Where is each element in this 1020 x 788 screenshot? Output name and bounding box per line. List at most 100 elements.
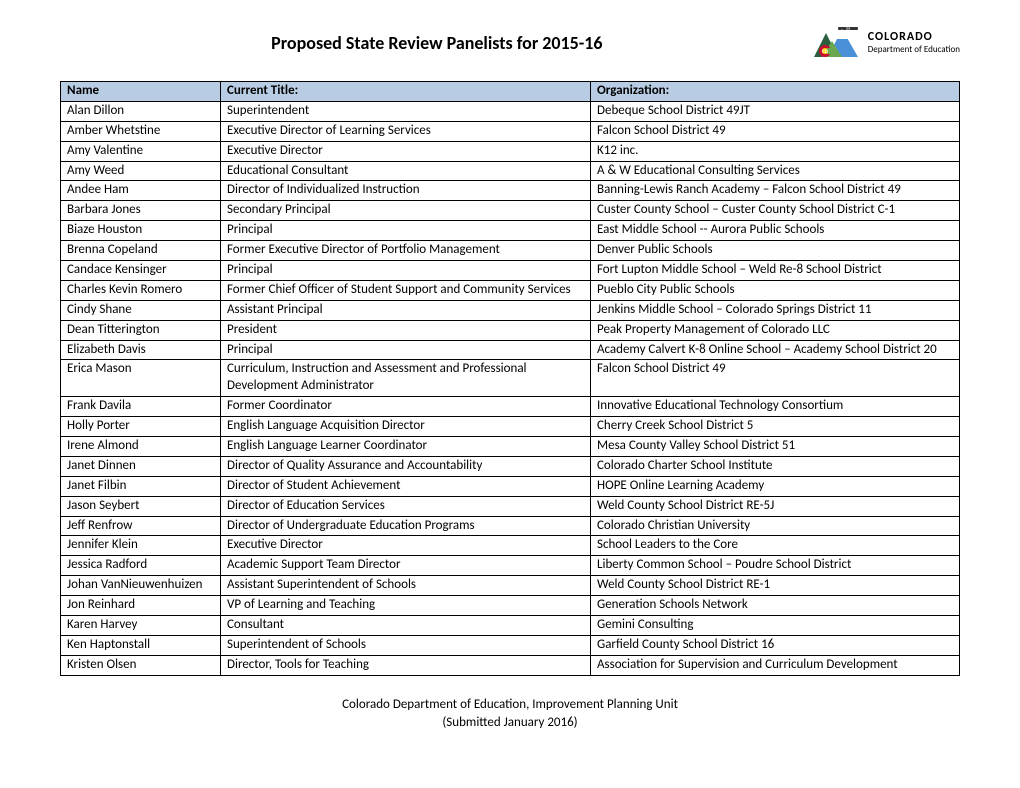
table-cell: Jeff Renfrow (61, 516, 221, 536)
table-cell: Pueblo City Public Schools (591, 280, 960, 300)
table-row: Frank DavilaFormer CoordinatorInnovative… (61, 397, 960, 417)
table-cell: Falcon School District 49 (591, 360, 960, 397)
table-cell: President (221, 320, 591, 340)
logo-state: COLORADO (868, 30, 960, 44)
table-cell: Banning-Lewis Ranch Academy – Falcon Sch… (591, 181, 960, 201)
table-row: Johan VanNieuwenhuizenAssistant Superint… (61, 576, 960, 596)
table-cell: Alan Dillon (61, 101, 221, 121)
table-cell: Director of Undergraduate Education Prog… (221, 516, 591, 536)
table-row: Amber WhetstineExecutive Director of Lea… (61, 121, 960, 141)
table-row: Candace KensingerPrincipalFort Lupton Mi… (61, 261, 960, 281)
table-cell: Cherry Creek School District 5 (591, 417, 960, 437)
table-cell: Former Executive Director of Portfolio M… (221, 241, 591, 261)
table-cell: Dean Titterington (61, 320, 221, 340)
table-cell: Superintendent of Schools (221, 635, 591, 655)
table-header-row: Name Current Title: Organization: (61, 82, 960, 102)
logo: CDE CO COLORADO Department of Education (814, 25, 960, 61)
table-cell: English Language Acquisition Director (221, 417, 591, 437)
table-row: Andee HamDirector of Individualized Inst… (61, 181, 960, 201)
table-cell: Falcon School District 49 (591, 121, 960, 141)
table-row: Biaze HoustonPrincipalEast Middle School… (61, 221, 960, 241)
col-header-org: Organization: (591, 82, 960, 102)
table-row: Kristen OlsenDirector, Tools for Teachin… (61, 655, 960, 675)
table-cell: Karen Harvey (61, 616, 221, 636)
table-cell: Jennifer Klein (61, 536, 221, 556)
table-cell: School Leaders to the Core (591, 536, 960, 556)
table-cell: Brenna Copeland (61, 241, 221, 261)
table-body: Alan DillonSuperintendentDebeque School … (61, 101, 960, 675)
table-row: Dean TitteringtonPresidentPeak Property … (61, 320, 960, 340)
table-row: Barbara JonesSecondary PrincipalCuster C… (61, 201, 960, 221)
table-cell: East Middle School -- Aurora Public Scho… (591, 221, 960, 241)
table-cell: Peak Property Management of Colorado LLC (591, 320, 960, 340)
table-cell: Elizabeth Davis (61, 340, 221, 360)
table-cell: Director of Quality Assurance and Accoun… (221, 456, 591, 476)
table-row: Ken HaptonstallSuperintendent of Schools… (61, 635, 960, 655)
table-cell: Jessica Radford (61, 556, 221, 576)
table-cell: Director of Education Services (221, 496, 591, 516)
table-cell: Assistant Principal (221, 300, 591, 320)
table-cell: Association for Supervision and Curricul… (591, 655, 960, 675)
table-cell: Former Coordinator (221, 397, 591, 417)
table-row: Alan DillonSuperintendentDebeque School … (61, 101, 960, 121)
table-cell: Holly Porter (61, 417, 221, 437)
table-row: Charles Kevin RomeroFormer Chief Officer… (61, 280, 960, 300)
table-cell: HOPE Online Learning Academy (591, 476, 960, 496)
table-row: Janet DinnenDirector of Quality Assuranc… (61, 456, 960, 476)
table-cell: Generation Schools Network (591, 596, 960, 616)
panelists-table: Name Current Title: Organization: Alan D… (60, 81, 960, 676)
table-row: Jason SeybertDirector of Education Servi… (61, 496, 960, 516)
table-cell: Candace Kensinger (61, 261, 221, 281)
table-cell: Educational Consultant (221, 161, 591, 181)
table-row: Erica MasonCurriculum, Instruction and A… (61, 360, 960, 397)
table-cell: VP of Learning and Teaching (221, 596, 591, 616)
table-cell: Former Chief Officer of Student Support … (221, 280, 591, 300)
table-cell: Jason Seybert (61, 496, 221, 516)
table-cell: Garfield County School District 16 (591, 635, 960, 655)
logo-text: COLORADO Department of Education (868, 30, 960, 55)
table-cell: English Language Learner Coordinator (221, 437, 591, 457)
table-cell: Custer County School – Custer County Sch… (591, 201, 960, 221)
table-cell: Director of Individualized Instruction (221, 181, 591, 201)
table-cell: Janet Dinnen (61, 456, 221, 476)
table-cell: Janet Filbin (61, 476, 221, 496)
table-cell: Academy Calvert K-8 Online School – Acad… (591, 340, 960, 360)
cde-logo-icon: CDE CO (814, 25, 860, 61)
table-cell: Liberty Common School – Poudre School Di… (591, 556, 960, 576)
table-row: Elizabeth DavisPrincipalAcademy Calvert … (61, 340, 960, 360)
table-cell: Jenkins Middle School – Colorado Springs… (591, 300, 960, 320)
footer: Colorado Department of Education, Improv… (60, 696, 960, 732)
table-cell: Principal (221, 340, 591, 360)
table-cell: Frank Davila (61, 397, 221, 417)
table-row: Janet FilbinDirector of Student Achievem… (61, 476, 960, 496)
table-row: Jeff RenfrowDirector of Undergraduate Ed… (61, 516, 960, 536)
table-cell: Denver Public Schools (591, 241, 960, 261)
table-cell: Curriculum, Instruction and Assessment a… (221, 360, 591, 397)
table-cell: Academic Support Team Director (221, 556, 591, 576)
table-row: Jon ReinhardVP of Learning and TeachingG… (61, 596, 960, 616)
table-cell: Colorado Christian University (591, 516, 960, 536)
table-cell: Consultant (221, 616, 591, 636)
footer-line1: Colorado Department of Education, Improv… (60, 696, 960, 714)
table-cell: Amy Weed (61, 161, 221, 181)
table-cell: Cindy Shane (61, 300, 221, 320)
table-cell: Executive Director (221, 141, 591, 161)
col-header-title: Current Title: (221, 82, 591, 102)
header-row: Proposed State Review Panelists for 2015… (60, 25, 960, 61)
table-cell: Principal (221, 221, 591, 241)
table-cell: Executive Director of Learning Services (221, 121, 591, 141)
table-cell: Amy Valentine (61, 141, 221, 161)
table-cell: Executive Director (221, 536, 591, 556)
table-cell: Assistant Superintendent of Schools (221, 576, 591, 596)
table-cell: Principal (221, 261, 591, 281)
table-cell: Andee Ham (61, 181, 221, 201)
table-cell: A & W Educational Consulting Services (591, 161, 960, 181)
table-cell: Johan VanNieuwenhuizen (61, 576, 221, 596)
table-row: Cindy ShaneAssistant PrincipalJenkins Mi… (61, 300, 960, 320)
table-cell: Director, Tools for Teaching (221, 655, 591, 675)
table-row: Amy ValentineExecutive DirectorK12 inc. (61, 141, 960, 161)
table-cell: Weld County School District RE-5J (591, 496, 960, 516)
table-cell: Mesa County Valley School District 51 (591, 437, 960, 457)
table-cell: Erica Mason (61, 360, 221, 397)
table-cell: Superintendent (221, 101, 591, 121)
